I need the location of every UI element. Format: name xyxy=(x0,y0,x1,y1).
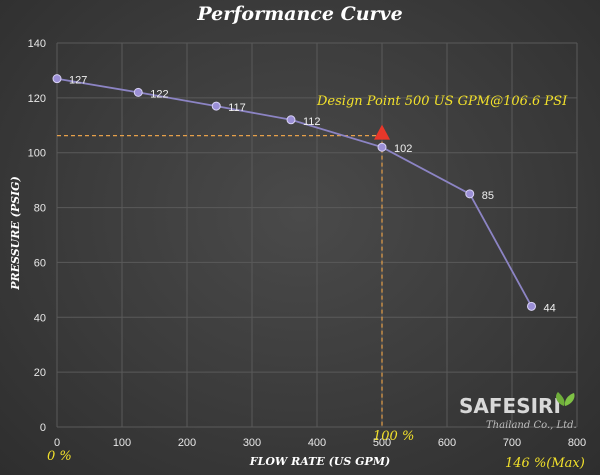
brand-sub: Thailand Co., Ltd. xyxy=(486,420,577,431)
y-tick-label: 0 xyxy=(40,422,46,434)
y-axis-ticks: 0 20 40 60 80 100 120 140 xyxy=(28,38,46,434)
design-point-marker xyxy=(374,124,390,140)
data-label: 122 xyxy=(150,88,168,100)
data-label: 112 xyxy=(303,116,321,128)
brand-logo: SAFESIRI Thailand Co., Ltd. xyxy=(459,392,577,431)
data-point xyxy=(377,142,387,152)
series-line xyxy=(56,77,533,307)
x-tick-label: 500 xyxy=(373,437,391,449)
design-point-label: Design Point 500 US GPM@106.6 PSI xyxy=(316,94,568,109)
y-tick-label: 60 xyxy=(34,257,46,269)
data-point xyxy=(527,301,536,311)
x-axis-title: FLOW RATE (US GPM) xyxy=(249,455,390,468)
y-tick-label: 40 xyxy=(34,312,46,324)
data-label: 85 xyxy=(482,190,494,202)
x-tick-label: 0 xyxy=(54,437,60,449)
x-tick-label: 800 xyxy=(568,437,586,449)
data-label: 44 xyxy=(544,302,556,314)
design-guides xyxy=(57,134,383,427)
data-label: 127 xyxy=(69,75,87,87)
series-layer: 127 122 117 112 102 85 44 xyxy=(52,74,556,314)
y-axis-title: PRESSURE (PSIG) xyxy=(9,176,22,291)
data-point xyxy=(52,74,62,84)
x-tick-label: 100 xyxy=(113,437,131,449)
hundred-percent-label: 100 % xyxy=(373,429,414,444)
x-tick-label: 600 xyxy=(438,437,456,449)
y-tick-label: 20 xyxy=(34,367,46,379)
x-tick-label: 400 xyxy=(308,437,326,449)
data-point xyxy=(211,101,221,111)
y-tick-label: 100 xyxy=(28,148,46,160)
chart-title: Performance Curve xyxy=(196,3,402,25)
x-axis-ticks: 0 100 200 300 400 500 600 700 800 xyxy=(54,437,586,449)
brand-name: SAFESIRI xyxy=(459,394,561,418)
leaf-icon xyxy=(556,392,575,406)
max-percent-label: 146 %(Max) xyxy=(505,456,585,471)
x-tick-label: 300 xyxy=(243,437,261,449)
data-point xyxy=(133,87,143,97)
x-tick-label: 700 xyxy=(503,437,521,449)
data-point xyxy=(465,189,475,199)
y-tick-label: 140 xyxy=(28,38,46,50)
y-tick-label: 120 xyxy=(28,93,46,105)
data-label: 102 xyxy=(394,143,412,155)
zero-percent-label: 0 % xyxy=(47,449,72,464)
data-label: 117 xyxy=(228,102,246,114)
data-point xyxy=(286,115,296,125)
y-tick-label: 80 xyxy=(34,203,46,215)
x-tick-label: 200 xyxy=(178,437,196,449)
